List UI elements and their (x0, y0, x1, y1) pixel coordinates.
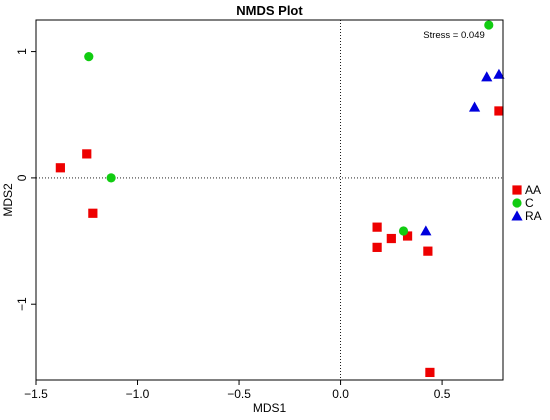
y-axis-title: MDS2 (1, 183, 15, 217)
point-aa (372, 242, 382, 252)
point-aa (423, 246, 433, 256)
point-aa (386, 233, 396, 244)
x-tick-label: −1.5 (24, 387, 48, 401)
point-ra (493, 68, 505, 79)
data-points (55, 20, 505, 378)
y-tick-label: 1 (15, 48, 29, 55)
y-tick-label: 0 (15, 174, 29, 181)
point-c (398, 226, 409, 236)
point-c (106, 173, 116, 183)
legend-label-aa: AA (525, 183, 541, 197)
legend-label-ra: RA (525, 209, 542, 223)
legend-marker-aa (512, 185, 522, 195)
point-ra (481, 71, 493, 82)
x-tick-label: −1.0 (126, 387, 150, 401)
point-aa (425, 367, 435, 378)
reference-lines (36, 20, 503, 380)
point-c (84, 52, 94, 62)
legend-marker-c (512, 198, 522, 208)
x-tick-label: 0.0 (332, 387, 349, 401)
x-axis: −1.5 −1.0 −0.5 0.0 0.5 (24, 380, 451, 401)
point-aa (494, 106, 504, 116)
point-c (484, 20, 494, 30)
plot-frame (35, 19, 504, 381)
point-aa (402, 231, 413, 241)
x-axis-title: MDS1 (253, 401, 287, 415)
y-axis: −1 0 1 (15, 48, 36, 311)
chart-title: NMDS Plot (236, 3, 303, 18)
point-ra (468, 101, 481, 112)
legend-label-c: C (525, 196, 534, 210)
point-aa (82, 149, 92, 159)
y-tick-label: −1 (15, 297, 29, 311)
point-aa (55, 163, 65, 173)
x-tick-label: 0.5 (434, 387, 451, 401)
point-aa (88, 208, 98, 218)
point-aa (372, 222, 382, 232)
legend-marker-ra (511, 210, 523, 221)
x-tick-label: −0.5 (227, 387, 251, 401)
point-ra (420, 225, 432, 236)
stress-annotation: Stress = 0.049 (423, 30, 485, 41)
